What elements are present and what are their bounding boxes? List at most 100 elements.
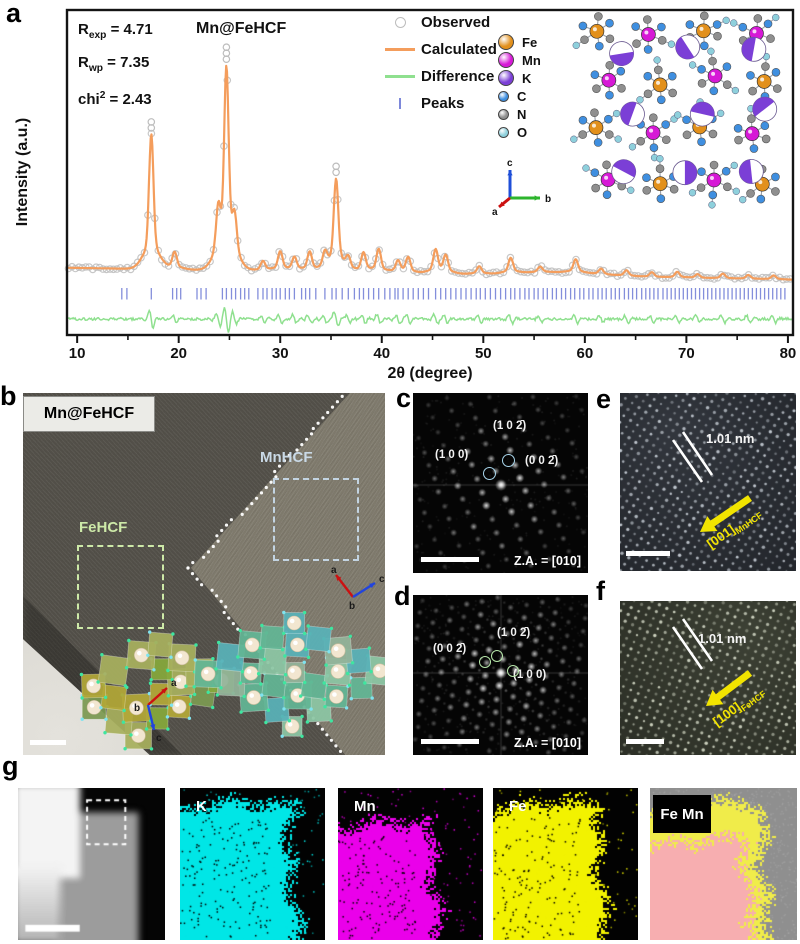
spot-circle	[507, 665, 519, 677]
hrtem-annotations-f	[671, 618, 753, 706]
sample-tag: Mn@FeHCF	[23, 396, 155, 432]
atom-sphere-icon	[498, 70, 514, 86]
eds-map-fe: Fe	[493, 788, 638, 940]
spot-label: (1 0 0)	[513, 669, 547, 681]
legend-item-calculated: Calculated	[383, 36, 497, 63]
spot-label: (0 0 2̄)	[433, 643, 467, 655]
panel-letter-e: e	[596, 384, 612, 414]
atom-sphere-icon	[498, 52, 514, 68]
atom-legend-k: K	[498, 69, 541, 87]
x-axis: 10 20 30 40 50 60 70 80	[69, 335, 796, 362]
mnhcf-region-label: MnHCF	[260, 449, 313, 466]
calculated-curve	[66, 64, 793, 281]
spot-label: (1 0 2̄)	[493, 420, 527, 432]
direction-arrow	[700, 495, 752, 532]
map-canvas	[18, 788, 165, 940]
atom-sphere-icon	[498, 90, 509, 102]
xrd-title: Mn@FeHCF	[196, 20, 287, 37]
atom-sphere-icon	[498, 108, 509, 120]
r-exp-value: Rexp = 4.71	[78, 21, 153, 41]
panel-letter-g: g	[2, 751, 19, 781]
lattice-image-e	[620, 393, 796, 571]
lattice-image-f	[620, 601, 796, 755]
element-label: K	[196, 798, 207, 815]
panel-letter-d: d	[394, 581, 411, 611]
axis-triad-fehcf: a c b	[134, 678, 177, 744]
atom-label: N	[517, 106, 527, 122]
svg-text:c: c	[156, 733, 162, 744]
spot-circle	[491, 650, 503, 662]
svg-text:b: b	[134, 703, 140, 714]
atom-legend-o: O	[498, 123, 541, 141]
svg-text:10: 10	[69, 345, 86, 362]
atom-legend-fe: Fe	[498, 33, 541, 51]
plot-frame	[65, 8, 795, 337]
svg-text:20: 20	[170, 345, 187, 362]
axis-triad-a: c b a	[492, 158, 551, 218]
scale-bar	[421, 557, 479, 562]
fehcf-region-label: FeHCF	[79, 519, 128, 536]
zone-axis-label: Z.A. = [010]	[513, 554, 581, 568]
xrd-legend: Observed Calculated Difference Peaks	[383, 9, 497, 117]
d-spacing-label: 1.01 nm	[706, 431, 755, 446]
svg-text:60: 60	[577, 345, 594, 362]
fft-pattern-d	[413, 595, 588, 755]
legend-label: Difference	[421, 68, 495, 85]
circle-marker	[383, 17, 417, 28]
mnhcf-roi-box	[273, 478, 359, 561]
spot-label: (0 0 2̄)	[525, 455, 559, 467]
spot-label: (1 0 2̄)	[497, 627, 531, 639]
eds-map-k: K	[180, 788, 325, 940]
axis-triad-mnhcf: a c b	[331, 565, 385, 612]
refinement-stats: Rexp = 4.71 Rwp = 7.35 chi2 = 2.43	[78, 16, 153, 113]
svg-text:b: b	[349, 601, 355, 612]
fft-image-c: (1 0 0) (1 0 2̄) (0 0 2̄) Z.A. = [010]	[413, 393, 588, 573]
svg-text:c: c	[507, 158, 513, 169]
svg-text:c: c	[379, 574, 385, 585]
element-label-chip: Fe Mn	[653, 795, 711, 833]
scale-bar	[626, 739, 664, 744]
svg-text:70: 70	[678, 345, 695, 362]
atom-label: K	[522, 70, 532, 86]
svg-text:b: b	[545, 194, 551, 205]
tick-marker	[383, 98, 417, 109]
element-label: Fe	[509, 798, 527, 815]
map-canvas	[338, 788, 483, 940]
r-wp-value: Rwp = 7.35	[78, 54, 150, 74]
atom-label: O	[517, 124, 528, 140]
legend-item-observed: Observed	[383, 9, 497, 36]
svg-text:30: 30	[272, 345, 289, 362]
line-marker	[383, 75, 417, 78]
svg-text:a: a	[171, 678, 177, 689]
svg-text:a: a	[492, 207, 498, 218]
legend-label: Peaks	[421, 95, 465, 112]
spot-label: (1 0 0)	[435, 449, 469, 461]
atom-sphere-icon	[498, 34, 514, 50]
panel-letter-f: f	[596, 576, 605, 606]
xrd-plot: 10 20 30 40 50 60 70 80 2θ (degree) Intensity (a.…	[14, 8, 796, 382]
zone-axis-label: Z.A. = [010]	[513, 736, 581, 750]
fehcf-roi-box	[77, 545, 164, 629]
y-axis-label: Intensity (a.u.)	[14, 118, 31, 226]
panel-letter-a: a	[6, 0, 22, 28]
spot-circle	[479, 656, 491, 668]
atom-legend-n: N	[498, 105, 541, 123]
legend-item-peaks: Peaks	[383, 90, 497, 117]
atom-label: C	[517, 88, 527, 104]
legend-label: Calculated	[421, 41, 497, 58]
svg-text:40: 40	[373, 345, 390, 362]
scale-bar	[421, 739, 479, 744]
hrtem-image-e: 1.01 nm [001]MnHCF	[620, 393, 796, 571]
atom-legend: Fe Mn K C N O	[498, 33, 541, 141]
legend-label: Observed	[421, 14, 491, 31]
map-canvas	[180, 788, 325, 940]
direction-arrow	[706, 670, 753, 706]
fft-image-d: (0 0 2̄) (1 0 2̄) (1 0 0) Z.A. = [010]	[413, 595, 588, 755]
panel-b-tem-image: a c b a c b Mn@FeHCF FeHCF MnHCF	[23, 393, 385, 755]
spot-circle	[483, 467, 496, 480]
atom-legend-mn: Mn	[498, 51, 541, 69]
atom-label: Mn	[522, 52, 541, 68]
crystal-structure-inset	[570, 11, 782, 209]
panel-letter-b: b	[0, 381, 17, 411]
